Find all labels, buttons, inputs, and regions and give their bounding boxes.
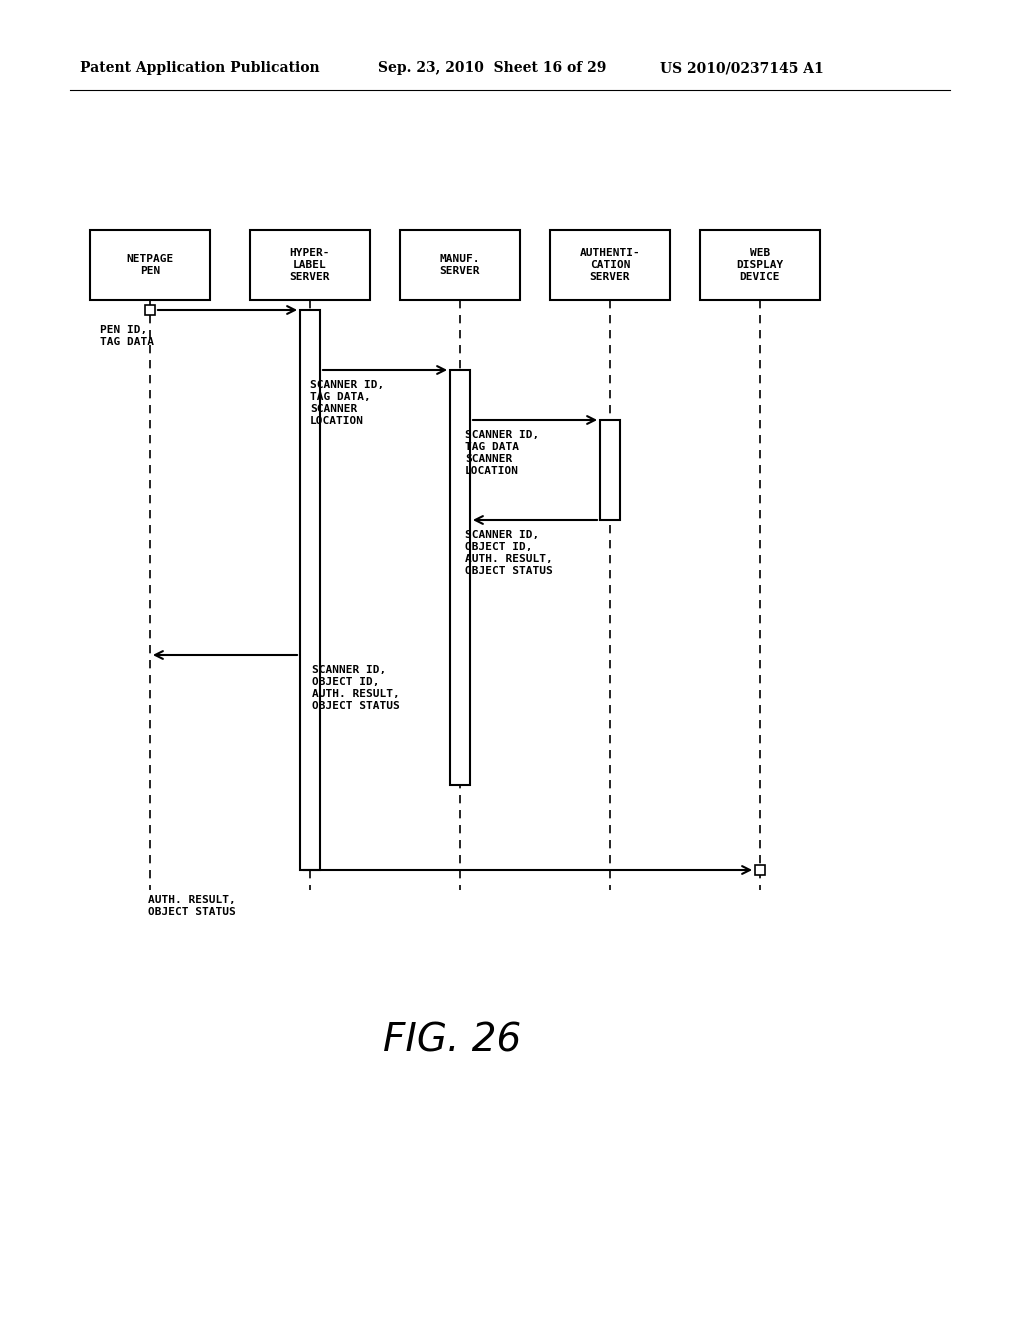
Text: Patent Application Publication: Patent Application Publication — [80, 61, 319, 75]
Bar — [600, 420, 620, 520]
Text: SCANNER ID,
TAG DATA
SCANNER
LOCATION: SCANNER ID, TAG DATA SCANNER LOCATION — [465, 430, 540, 477]
Bar — [250, 230, 370, 300]
Bar — [450, 370, 470, 785]
Text: PEN ID,
TAG DATA: PEN ID, TAG DATA — [100, 325, 154, 347]
Text: FIG. 26: FIG. 26 — [383, 1020, 521, 1059]
Bar — [755, 865, 765, 875]
Bar — [550, 230, 670, 300]
Text: Sep. 23, 2010  Sheet 16 of 29: Sep. 23, 2010 Sheet 16 of 29 — [378, 61, 606, 75]
Text: US 2010/0237145 A1: US 2010/0237145 A1 — [660, 61, 823, 75]
Text: HYPER-
LABEL
SERVER: HYPER- LABEL SERVER — [290, 248, 331, 282]
Text: NETPAGE
PEN: NETPAGE PEN — [126, 253, 174, 276]
Text: SCANNER ID,
OBJECT ID,
AUTH. RESULT,
OBJECT STATUS: SCANNER ID, OBJECT ID, AUTH. RESULT, OBJ… — [465, 531, 553, 576]
Text: WEB
DISPLAY
DEVICE: WEB DISPLAY DEVICE — [736, 248, 783, 282]
Text: SCANNER ID,
TAG DATA,
SCANNER
LOCATION: SCANNER ID, TAG DATA, SCANNER LOCATION — [310, 380, 384, 426]
Bar — [300, 310, 319, 870]
Bar — [400, 230, 520, 300]
Text: MANUF.
SERVER: MANUF. SERVER — [439, 253, 480, 276]
Bar — [700, 230, 820, 300]
Bar — [145, 305, 155, 315]
Bar — [90, 230, 210, 300]
Text: AUTHENTI-
CATION
SERVER: AUTHENTI- CATION SERVER — [580, 248, 640, 282]
Text: SCANNER ID,
OBJECT ID,
AUTH. RESULT,
OBJECT STATUS: SCANNER ID, OBJECT ID, AUTH. RESULT, OBJ… — [312, 665, 399, 711]
Text: AUTH. RESULT,
OBJECT STATUS: AUTH. RESULT, OBJECT STATUS — [148, 895, 236, 917]
